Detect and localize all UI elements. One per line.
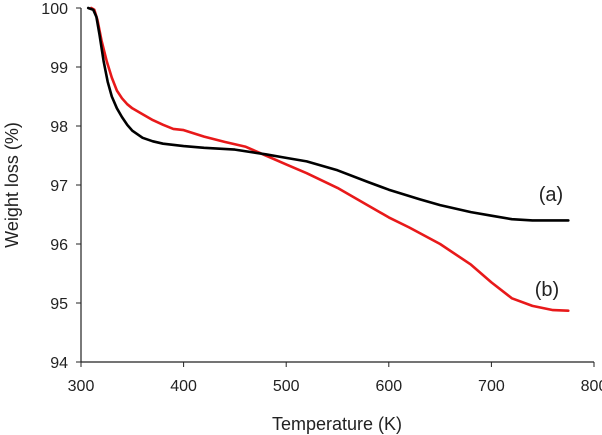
series-line-b <box>90 6 570 313</box>
series-a-label: (a) <box>539 184 563 206</box>
y-tick-label: 95 <box>50 296 68 313</box>
x-tick-label: 300 <box>68 378 95 395</box>
plot-area <box>81 8 594 362</box>
y-tick-label: 98 <box>50 119 68 136</box>
ticks-layer: 300 400 500 600 700 800 94 95 96 97 98 99 100 <box>41 1 602 395</box>
series-layer <box>86 6 570 313</box>
x-tick-label: 700 <box>478 378 505 395</box>
x-tick-label: 600 <box>375 378 402 395</box>
x-tick-label: 800 <box>581 378 602 395</box>
x-axis-label: Temperature (K) <box>272 414 402 434</box>
x-tick-label: 500 <box>273 378 300 395</box>
y-tick-label: 94 <box>50 355 68 372</box>
series-b-label: (b) <box>535 279 559 301</box>
y-tick-label: 99 <box>50 60 68 77</box>
y-tick-label: 96 <box>50 237 68 254</box>
y-axis-label: Weight loss (%) <box>2 122 22 248</box>
series-line-a <box>86 6 570 222</box>
y-tick-label: 100 <box>41 1 68 18</box>
x-tick-label: 400 <box>170 378 197 395</box>
y-tick-label: 97 <box>50 178 68 195</box>
